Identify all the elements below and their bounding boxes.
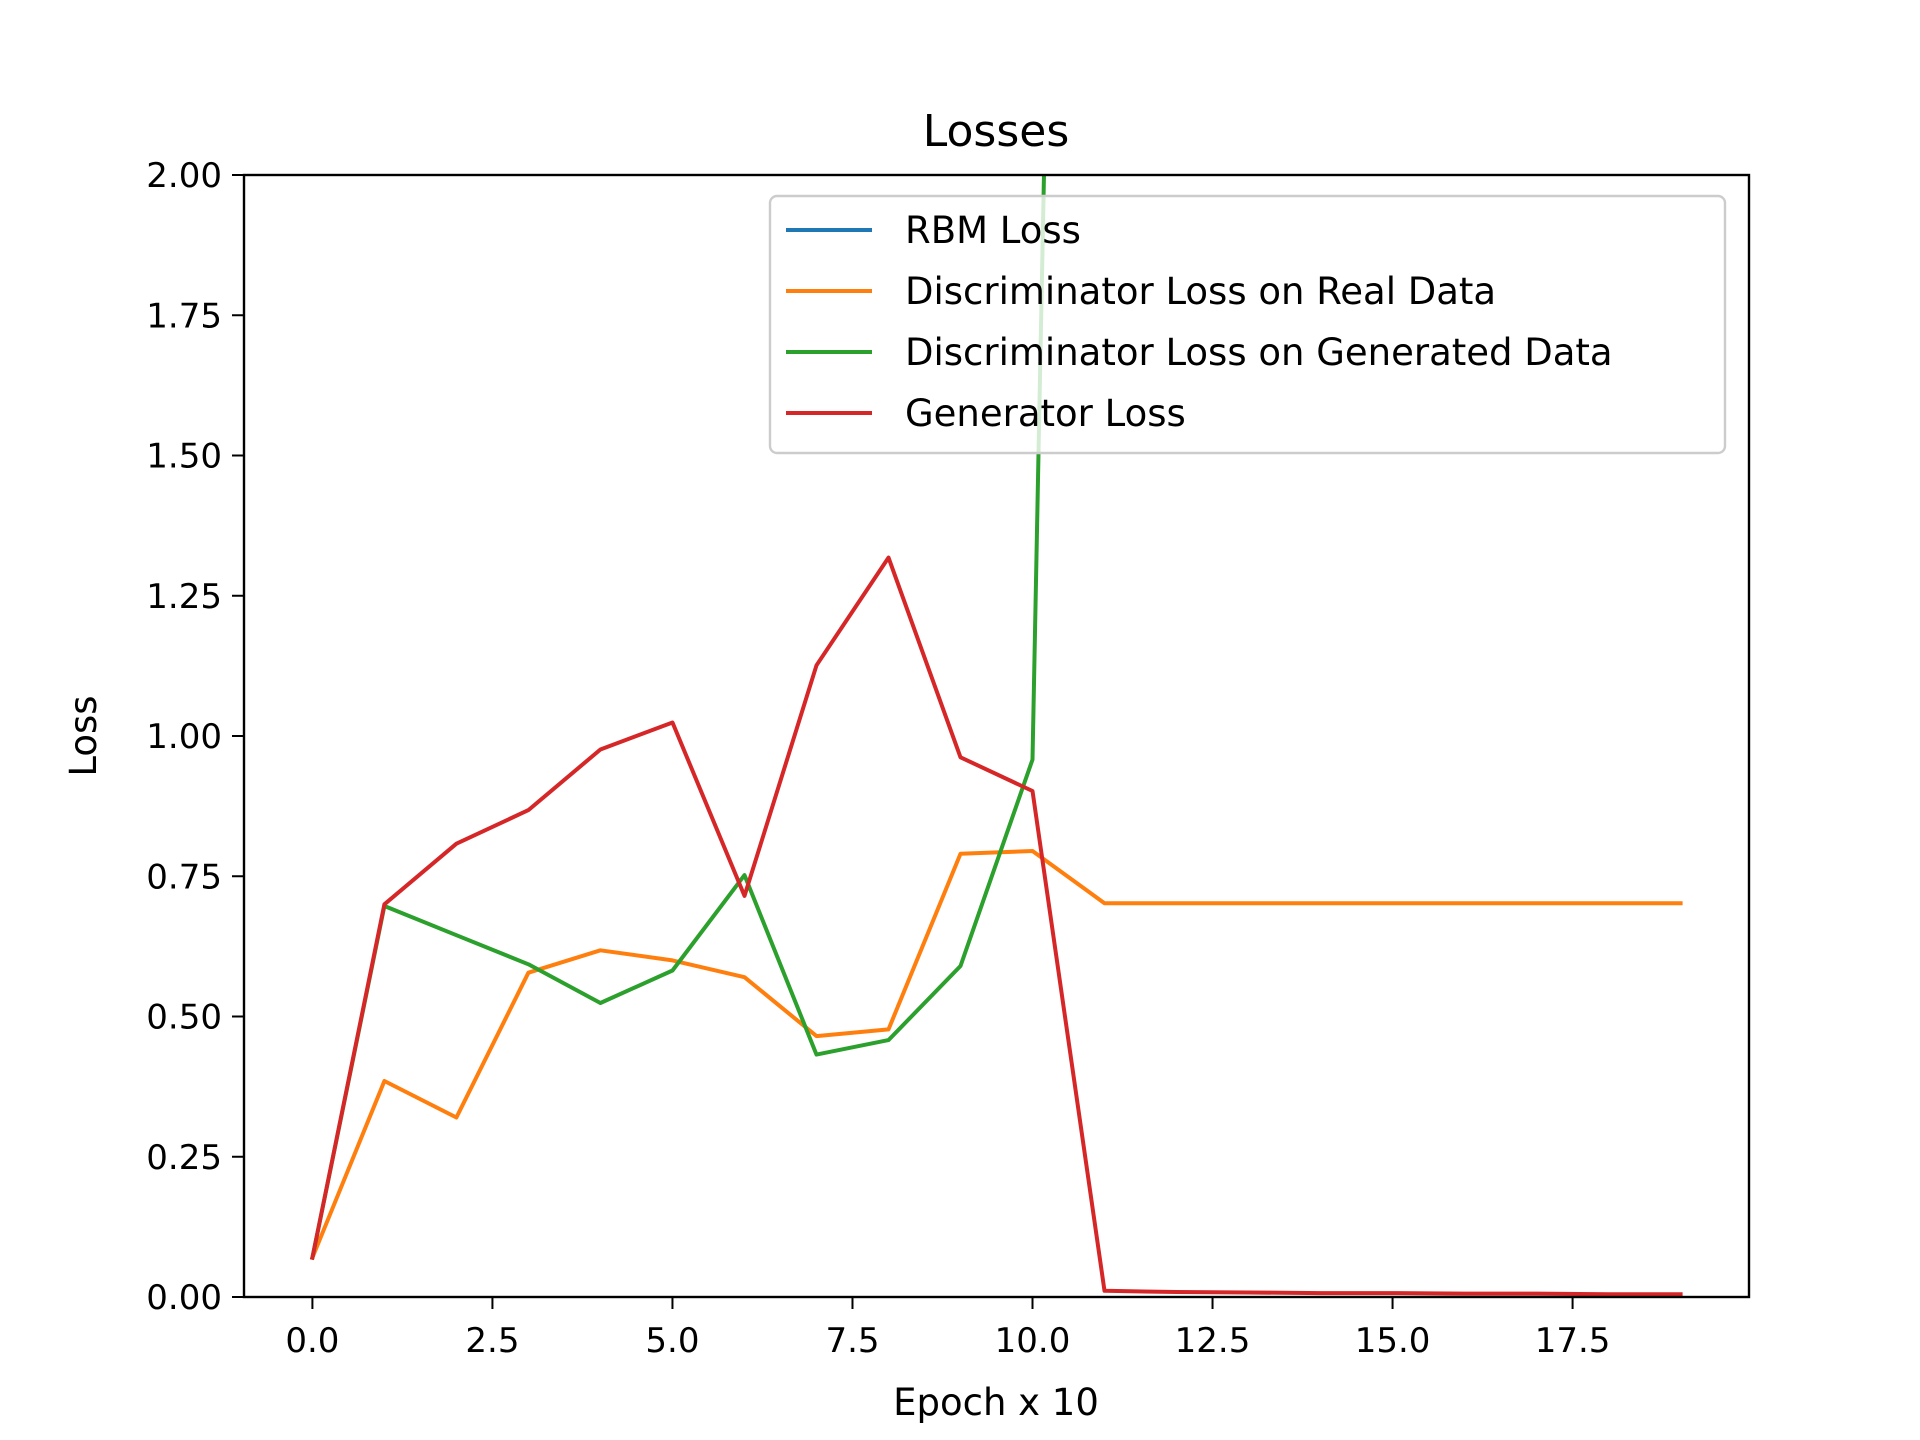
series-line-3 bbox=[310, 555, 1683, 1297]
y-tick-label: 1.00 bbox=[146, 717, 222, 757]
y-tick-label: 0.00 bbox=[146, 1278, 222, 1318]
legend-box bbox=[768, 194, 1727, 455]
x-tick-label: 2.5 bbox=[465, 1321, 519, 1361]
x-tick-label: 17.5 bbox=[1535, 1321, 1611, 1361]
x-tick-label: 5.0 bbox=[645, 1321, 699, 1361]
y-axis-label: Loss bbox=[62, 695, 105, 776]
series-line-2 bbox=[310, 175, 1046, 1261]
y-tick-label: 1.25 bbox=[146, 577, 222, 617]
legend-label-3: Generator Loss bbox=[905, 392, 1186, 435]
x-axis: 0.0 2.5 5.0 7.5 10.0 12.5 15.0 17.5 bbox=[285, 1297, 1610, 1361]
legend: RBM Loss Discriminator Loss on Real Data D… bbox=[768, 194, 1727, 455]
legend-label-0: RBM Loss bbox=[905, 209, 1081, 252]
x-tick-label: 12.5 bbox=[1175, 1321, 1251, 1361]
y-axis: 0.00 0.25 0.50 0.75 1.00 1.25 1.50 1.75 2.00 bbox=[146, 156, 244, 1318]
legend-label-1: Discriminator Loss on Real Data bbox=[905, 270, 1496, 313]
y-tick-label: 1.75 bbox=[146, 296, 222, 336]
x-tick-label: 15.0 bbox=[1355, 1321, 1431, 1361]
y-tick-label: 0.25 bbox=[146, 1138, 222, 1178]
chart-title: Losses bbox=[923, 106, 1070, 157]
y-tick-label: 2.00 bbox=[146, 156, 222, 196]
y-tick-label: 0.75 bbox=[146, 857, 222, 897]
y-tick-label: 0.50 bbox=[146, 998, 222, 1038]
x-tick-label: 0.0 bbox=[285, 1321, 339, 1361]
x-tick-label: 7.5 bbox=[825, 1321, 879, 1361]
x-tick-label: 10.0 bbox=[995, 1321, 1071, 1361]
series-layer bbox=[309, 175, 1683, 1297]
x-axis-label: Epoch x 10 bbox=[893, 1381, 1099, 1424]
y-tick-label: 1.50 bbox=[146, 437, 222, 477]
legend-label-2: Discriminator Loss on Generated Data bbox=[905, 331, 1613, 374]
